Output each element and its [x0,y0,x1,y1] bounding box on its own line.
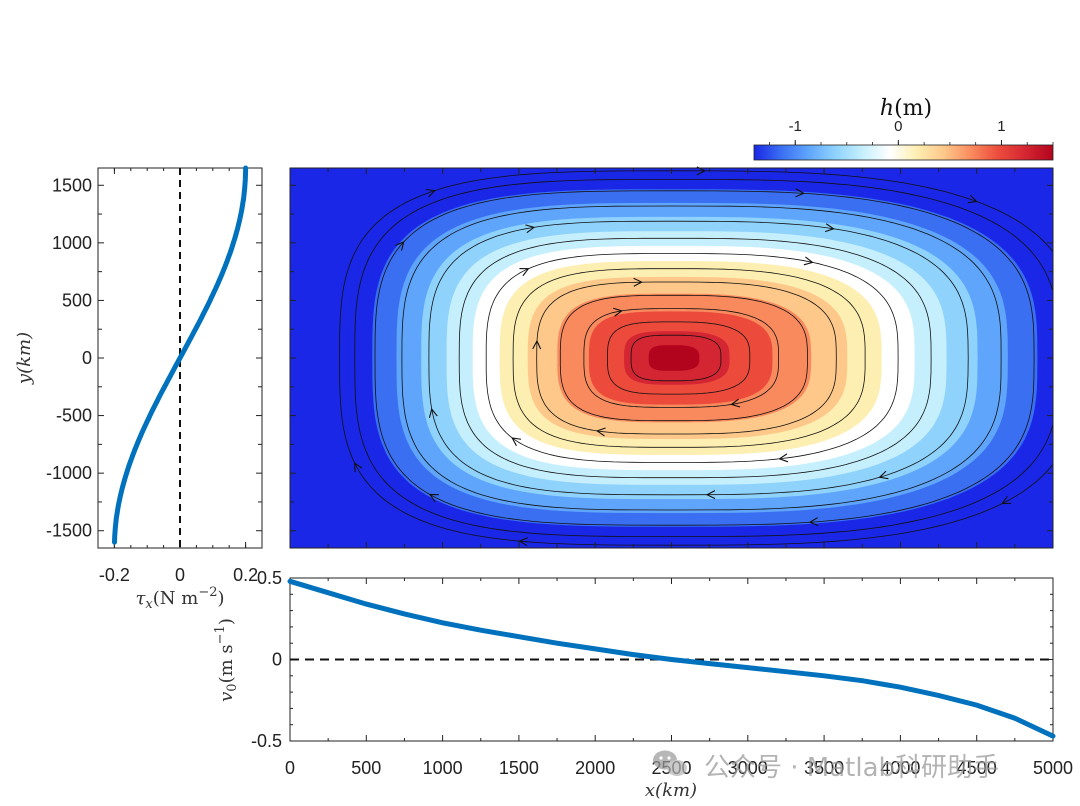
flow-arrow [595,427,606,437]
streamline [559,294,808,422]
tau-ytick-label: 500 [62,290,92,310]
streamline [339,170,1053,546]
tau-xlabel-sub: x [145,597,153,612]
contour-band [648,345,700,371]
flow-arrow [428,493,439,503]
colorbar-title-var: h [880,96,894,121]
tau-xlabel: τx(N m−2) [135,585,224,612]
v0-xtick-label: 3000 [728,758,768,778]
v0-ylabel-unit: (m s [216,644,237,683]
flow-arrow [354,462,363,473]
tau-ytick-label: 1000 [52,233,92,253]
flow-arrow [795,188,805,198]
v0-ylabel-exp: −1 [213,625,228,644]
colorbar-gradient [753,144,1054,161]
streamline [583,308,779,408]
v0-xtick-label: 500 [351,758,381,778]
tau-ytick-label: -1000 [46,463,92,483]
v0-xtick-label: 4500 [957,758,997,778]
flow-arrow [511,437,522,447]
streamline [630,334,722,382]
flow-arrow [808,517,819,527]
colorbar-tick-label: 0 [894,118,902,135]
v0-xtick-label: 0 [285,758,295,778]
tau-xlabel-close: ) [218,588,225,609]
x-axis-label: x(km) [645,780,697,801]
colorbar-tick-label: -1 [789,118,802,135]
v0-xtick-label: 3500 [804,758,844,778]
flow-arrow [778,453,789,463]
colorbar-title-unit: (m) [894,96,932,121]
flow-arrow [613,307,624,317]
colorbar-tick-label: 1 [997,118,1005,135]
wechat-icon [653,750,687,776]
flow-arrow [730,398,741,408]
streamline [536,281,837,435]
tau-ticks: -1500 -1000 -500 0 500 1000 1500 -0.2 0 0.2 [46,168,263,585]
contour-panel [289,166,1054,549]
streamline [428,220,969,496]
streamline [512,268,866,448]
streamline [401,205,1002,511]
v0-ylabel-sym: v [216,692,237,702]
tau-series-line [112,165,249,545]
v0-xtick-label: 4000 [880,758,920,778]
contour-ticks [289,168,1054,548]
flow-arrow [633,277,643,287]
streamline [374,190,1035,526]
y-axis-label: y(km) [14,332,35,385]
v0-xtick-label: 2000 [575,758,615,778]
colorbar-ticks: -1 0 1 [769,118,1054,145]
tau-xtick-label: 0 [175,565,185,585]
streamlines [339,170,1053,546]
watermark: 公众号 · Matlab科研助手 [653,750,999,783]
tau-xtick-label: -0.2 [99,565,130,585]
flow-arrow [425,188,436,198]
tau-ytick-label: 0 [82,348,92,368]
colorbar-title: h(m) [880,96,932,121]
v0-series-line [287,578,1056,739]
v0-ytick-label: -0.5 [251,731,282,751]
flow-arrow [519,267,530,277]
watermark-text: 公众号 · Matlab科研助手 [704,753,999,783]
v0-ytick-label: 0 [272,650,282,670]
v0-ylabel-sub: 0 [225,683,240,691]
tau-xlabel-sym: τ [135,588,146,609]
flow-arrow [428,407,438,418]
v0-xtick-label: 5000 [1033,758,1073,778]
flow-arrow [1001,495,1012,505]
flow-arrow [803,256,814,266]
colorbar: h(m) -1 0 1 [753,96,1054,161]
tau-xlabel-exp: −2 [198,585,217,600]
contour-fills [348,175,1053,541]
streamline-arrows [354,166,1012,547]
v0-ylabel-close: ) [216,618,237,625]
flow-arrow [967,194,978,204]
streamline [458,237,932,479]
velocity-panel: 0500100015002000250030003500400045005000… [213,568,1073,801]
flow-arrow [525,224,536,234]
v0-ylabel: v0(m s−1) [213,618,240,702]
flow-arrow [518,537,528,547]
flow-arrow [532,339,542,350]
tau-xtick-label: 0.2 [233,565,258,585]
v0-ytick-label: 0.5 [257,568,282,588]
tau-ytick-label: -500 [56,406,92,426]
tau-xlabel-unit: (N m [153,588,199,609]
flow-arrow [878,470,889,480]
flow-arrow [395,240,405,251]
tau-ytick-label: 1500 [52,175,92,195]
v0-xtick-label: 1500 [499,758,539,778]
v0-ticks: 0500100015002000250030003500400045005000… [251,568,1073,778]
wind-stress-panel: -1500 -1000 -500 0 500 1000 1500 -0.2 0 0.2 τx(N … [14,165,263,612]
v0-xtick-label: 1000 [423,758,463,778]
streamline [607,321,751,395]
flow-arrow [705,490,716,500]
flow-arrow [824,223,835,233]
streamline [354,178,1053,538]
tau-ytick-label: -1500 [46,521,92,541]
